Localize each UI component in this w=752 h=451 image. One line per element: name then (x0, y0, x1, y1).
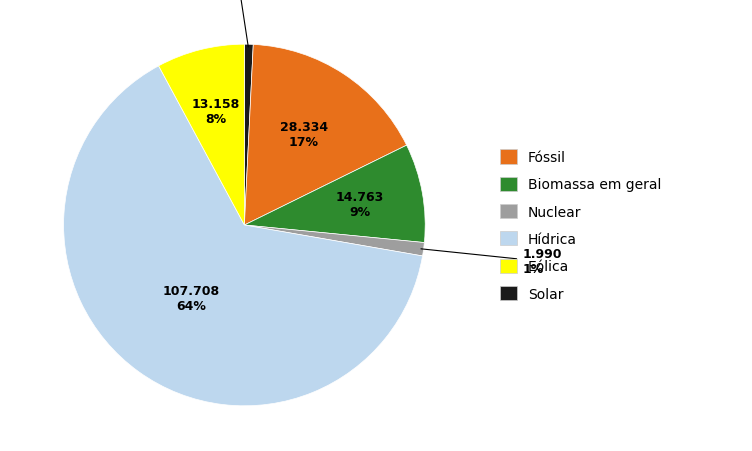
Text: 14.763
9%: 14.763 9% (336, 190, 384, 218)
Wedge shape (64, 67, 423, 406)
Wedge shape (159, 45, 244, 226)
Legend: Fóssil, Biomassa em geral, Nuclear, Hídrica, Eólica, Solar: Fóssil, Biomassa em geral, Nuclear, Hídr… (500, 150, 661, 301)
Wedge shape (244, 45, 407, 226)
Wedge shape (244, 45, 253, 226)
Text: 28.334
17%: 28.334 17% (280, 121, 328, 149)
Text: 107.708
64%: 107.708 64% (163, 285, 220, 313)
Wedge shape (244, 226, 424, 256)
Wedge shape (244, 146, 425, 243)
Text: 1.307
1%: 1.307 1% (217, 0, 256, 48)
Text: 1.990
1%: 1.990 1% (421, 248, 562, 276)
Text: 13.158
8%: 13.158 8% (192, 98, 240, 126)
